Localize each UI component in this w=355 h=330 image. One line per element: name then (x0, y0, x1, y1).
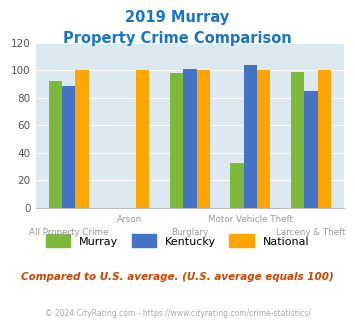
Text: All Property Crime: All Property Crime (29, 228, 109, 237)
Bar (304, 91, 318, 208)
Bar (62, 85, 76, 208)
Text: Compared to U.S. average. (U.S. average equals 100): Compared to U.S. average. (U.S. average … (21, 272, 334, 282)
Bar (197, 70, 210, 208)
Text: Burglary: Burglary (171, 228, 208, 237)
Legend: Murray, Kentucky, National: Murray, Kentucky, National (40, 229, 315, 253)
Bar (257, 70, 271, 208)
Bar (318, 70, 331, 208)
Bar (183, 69, 197, 208)
Bar (76, 70, 89, 208)
Bar (136, 70, 149, 208)
Text: Larceny & Theft: Larceny & Theft (276, 228, 346, 237)
Bar (49, 82, 62, 208)
Text: Motor Vehicle Theft: Motor Vehicle Theft (208, 214, 293, 223)
Bar (170, 73, 183, 208)
Text: © 2024 CityRating.com - https://www.cityrating.com/crime-statistics/: © 2024 CityRating.com - https://www.city… (45, 309, 310, 317)
Text: Property Crime Comparison: Property Crime Comparison (63, 31, 292, 46)
Bar (244, 65, 257, 208)
Text: 2019 Murray: 2019 Murray (125, 10, 230, 25)
Text: Arson: Arson (117, 214, 142, 223)
Bar (230, 163, 244, 208)
Bar (291, 72, 304, 208)
